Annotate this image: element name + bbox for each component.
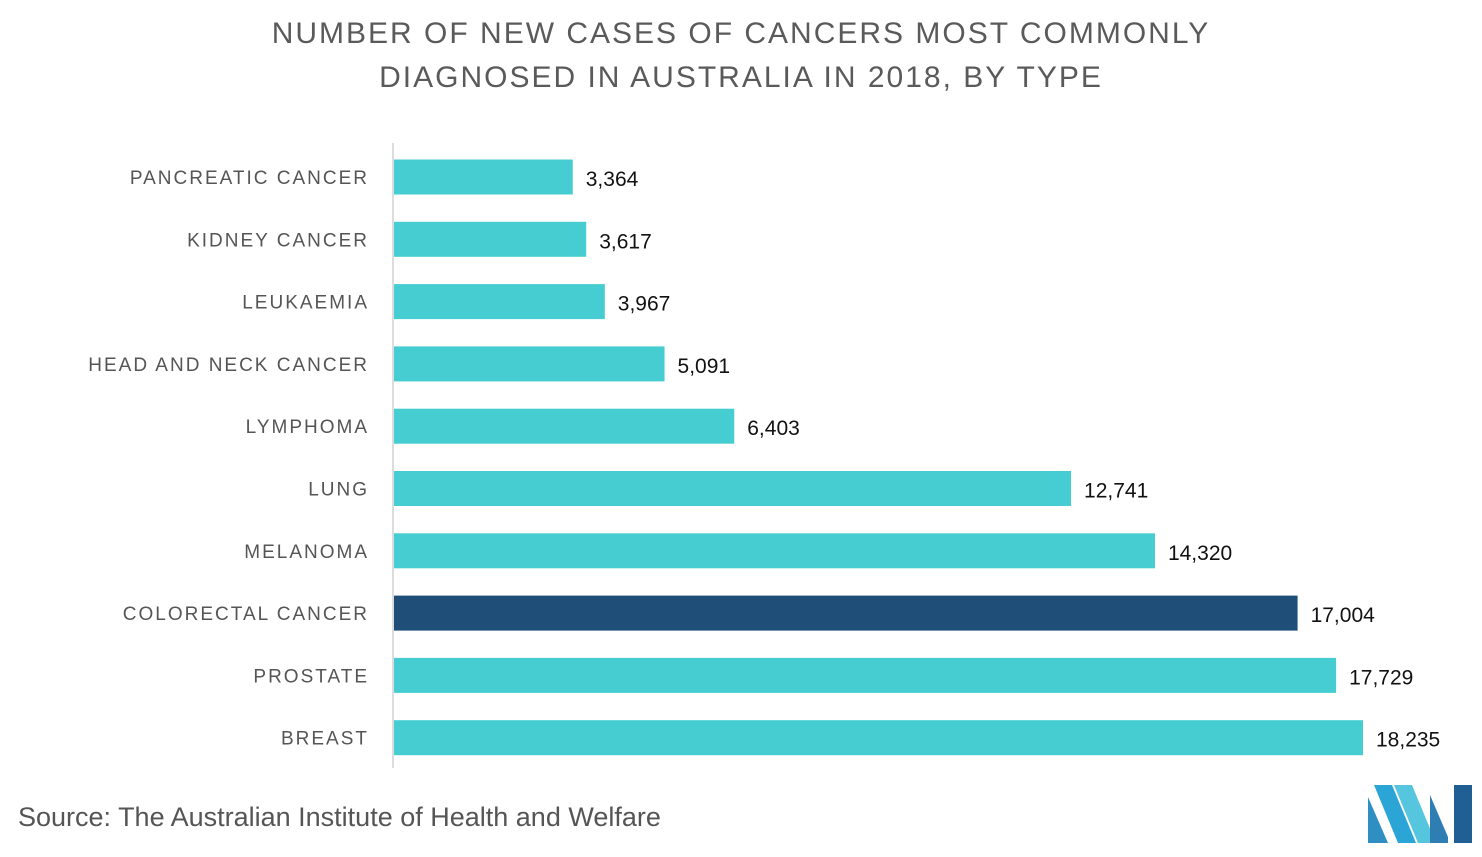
- data-label: 3,364: [586, 168, 639, 191]
- bar: [394, 284, 605, 320]
- category-label: KIDNEY CANCER: [187, 230, 369, 251]
- data-label: 12,741: [1084, 480, 1148, 503]
- bar: [394, 471, 1072, 506]
- bar: [394, 595, 1298, 631]
- data-label: 17,004: [1311, 604, 1376, 627]
- chart-title: NUMBER OF NEW CASES OF CANCERS MOST COMM…: [0, 12, 1482, 100]
- source-note: Source: The Australian Institute of Heal…: [18, 802, 661, 832]
- data-label: 5,091: [678, 355, 731, 378]
- chart-title-line-1: NUMBER OF NEW CASES OF CANCERS MOST COMM…: [271, 17, 1211, 50]
- category-label: LYMPHOMA: [246, 417, 369, 438]
- category-label: HEAD AND NECK CANCER: [88, 355, 369, 376]
- bar: [394, 657, 1337, 693]
- category-label: MELANOMA: [244, 542, 369, 563]
- bar: [394, 159, 573, 195]
- data-label: 17,729: [1349, 666, 1413, 689]
- bar: [394, 346, 665, 382]
- data-label: 6,403: [747, 417, 800, 440]
- data-label: 3,967: [618, 293, 671, 316]
- bar: [394, 533, 1155, 569]
- category-label: COLORECTAL CANCER: [123, 604, 369, 625]
- category-label: BREAST: [281, 729, 369, 750]
- category-label: LUNG: [308, 480, 369, 501]
- category-label: PROSTATE: [253, 666, 369, 687]
- data-label: 3,617: [599, 230, 652, 253]
- data-label: 14,320: [1168, 542, 1232, 565]
- chart-title-line-2: DIAGNOSED IN AUSTRALIA IN 2018, BY TYPE: [379, 61, 1103, 94]
- brand-logo: [1368, 785, 1472, 843]
- bar: [394, 720, 1363, 756]
- bar: [394, 408, 735, 444]
- bar: [394, 221, 587, 257]
- category-label: LEUKAEMIA: [242, 293, 369, 314]
- data-label: 18,235: [1376, 729, 1440, 752]
- category-label: PANCREATIC CANCER: [130, 168, 369, 189]
